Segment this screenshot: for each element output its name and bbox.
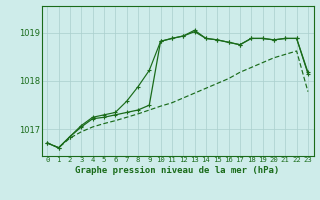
X-axis label: Graphe pression niveau de la mer (hPa): Graphe pression niveau de la mer (hPa) [76,166,280,175]
